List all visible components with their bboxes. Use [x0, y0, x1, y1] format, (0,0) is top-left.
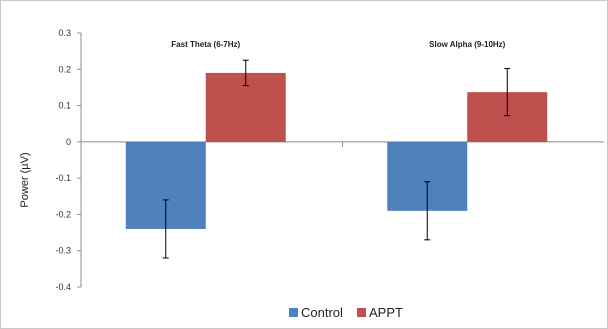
- y-tick-label: -0.2: [55, 209, 71, 219]
- legend-swatch-control: [289, 308, 298, 317]
- y-axis-label: Power (µV): [19, 152, 31, 207]
- legend-label-appt: APPT: [369, 305, 403, 320]
- bars: [125, 59, 548, 259]
- legend: Control APPT: [289, 305, 403, 320]
- y-tick-label: 0.3: [58, 28, 71, 38]
- y-tick-label: 0.2: [58, 64, 71, 74]
- y-tick-label: -0.4: [55, 282, 71, 292]
- y-tick-label: 0: [66, 137, 71, 147]
- y-tick-label: -0.3: [55, 246, 71, 256]
- category-label: Slow Alpha (9-10Hz): [429, 40, 505, 49]
- category-label: Fast Theta (6-7Hz): [171, 40, 240, 49]
- legend-label-control: Control: [301, 305, 343, 320]
- y-tick-label: -0.1: [55, 173, 71, 183]
- legend-swatch-appt: [357, 308, 366, 317]
- labels: Fast Theta (6-7Hz) Slow Alpha (9-10Hz): [171, 40, 505, 49]
- y-tick-label: 0.1: [58, 101, 71, 111]
